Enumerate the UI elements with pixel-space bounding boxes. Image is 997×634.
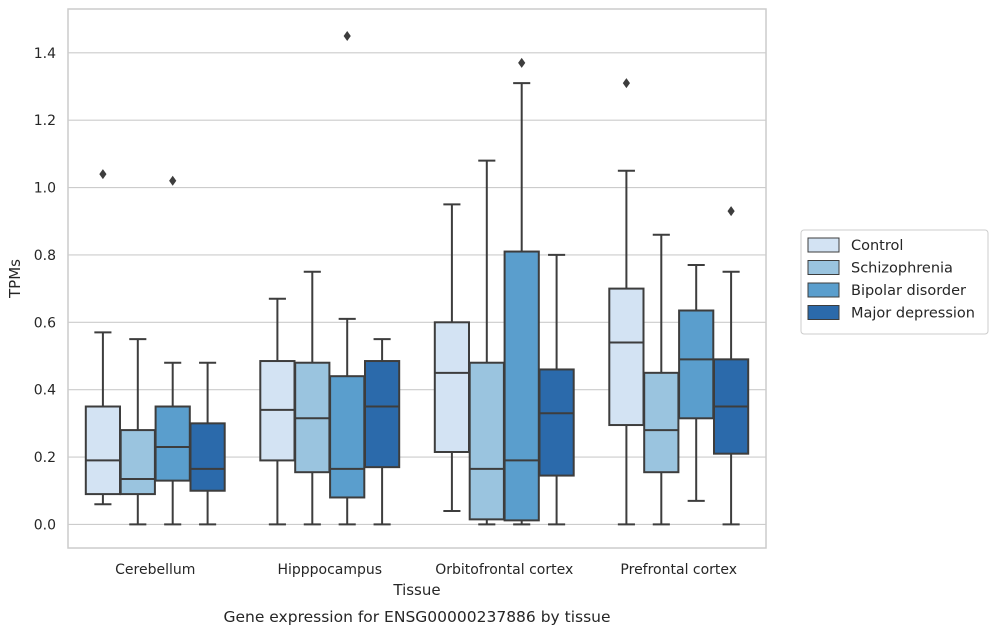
legend-label: Major depression [851,306,975,322]
box [84,405,122,496]
box [329,375,366,499]
x-axis-title: Tissue [392,581,440,599]
legend-item: Schizophrenia [807,260,953,277]
box [189,422,226,492]
legend-frame [800,229,989,335]
box [643,371,680,474]
outlier-point [518,57,526,68]
y-tick-label: 0.6 [34,315,56,331]
y-tick-label: 0.2 [34,450,56,466]
box-group [608,78,645,526]
x-tick-label: Prefrontal cortex [620,562,737,578]
box-group [259,297,296,526]
legend-swatch [807,260,840,275]
legend-swatch [807,237,840,253]
box-group [678,264,715,502]
box [608,287,645,427]
box-group [643,233,680,526]
legend-label: Bipolar disorder [851,283,966,299]
legend-label: Schizophrenia [851,261,953,277]
box-group [154,175,191,526]
chart-caption: Gene expression for ENSG00000237886 by t… [223,608,610,626]
box [468,361,505,521]
x-tick-label: Orbitofrontal cortex [435,562,573,578]
box [119,429,156,496]
y-tick-label: 0.8 [34,248,56,264]
legend-label: Control [851,238,903,254]
outlier-point [727,206,735,217]
y-tick-label: 0.0 [34,517,56,533]
box-group [119,338,156,526]
y-tick-label: 1.0 [34,181,56,197]
box [538,368,575,477]
box-group [329,30,366,526]
box-group [189,361,226,526]
box-group [503,57,540,526]
box [503,250,540,522]
box [363,360,401,469]
y-tick-label: 1.2 [34,113,56,129]
x-tick-label: Hipppocampus [277,562,382,578]
box-group [433,203,471,512]
x-tick-label: Cerebellum [115,562,195,578]
y-tick-label: 0.4 [34,383,56,399]
outlier-point [343,30,351,41]
y-tick-label: 1.4 [34,46,56,62]
box-group [538,253,575,526]
box-group [712,206,750,526]
box-group [363,338,401,526]
box-group [468,159,505,526]
legend-item: Major depression [807,305,975,322]
box-group [294,270,331,526]
outlier-point [622,78,630,89]
box-group [84,169,122,506]
x-axis-ticks: Cerebellum Hipppocampus Orbitofrontal cort… [115,562,737,578]
legend: Control Schizophrenia Bipolar disorder Majo… [800,229,989,335]
plot-frame [67,8,767,549]
box [433,321,471,453]
outlier-point [169,175,177,186]
legend-item: Bipolar disorder [807,282,966,299]
legend-item: Control [807,237,903,254]
y-axis-title: TPMs [6,259,24,299]
y-axis-ticks: 0.0 0.2 0.4 0.6 0.8 1.0 1.2 1.4 [34,46,56,534]
box-groups [84,30,750,526]
box [154,405,191,482]
legend-swatch [807,282,840,298]
box [678,309,715,420]
outlier-point [99,169,107,180]
legend-swatch [807,305,840,320]
